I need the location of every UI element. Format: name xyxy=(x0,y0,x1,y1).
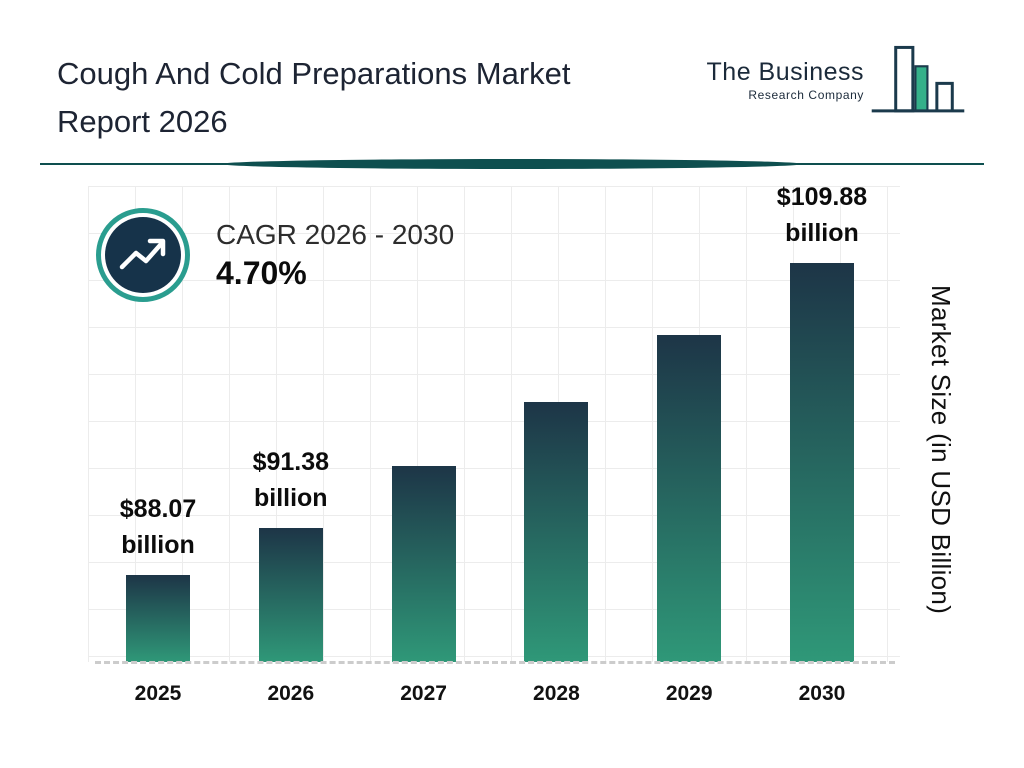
cagr-label: CAGR 2026 - 2030 xyxy=(216,218,455,250)
logo-bars-icon xyxy=(871,45,965,113)
bar-value-label-2026: $91.38 billion xyxy=(252,447,330,512)
bar-slot-2028 xyxy=(524,190,589,662)
x-axis-label-2027: 2027 xyxy=(400,682,447,705)
bar-slot-2030: $109.88 billion xyxy=(777,183,867,662)
page-title-line2: Report 2026 xyxy=(57,104,228,140)
x-axis-label-2030: 2030 xyxy=(798,682,846,705)
company-logo-name: The Business xyxy=(706,58,864,86)
x-axis-labels: 2025 2026 2027 2028 2029 2030 xyxy=(126,682,854,706)
cagr-text: CAGR 2026 - 2030 4.70% xyxy=(216,219,454,292)
x-axis-baseline xyxy=(95,661,895,664)
bar-2026 xyxy=(258,528,323,662)
x-axis-label-2028: 2028 xyxy=(533,682,580,705)
bar-2025 xyxy=(126,575,190,662)
bar-value-label-2030: $109.88 billion xyxy=(776,182,868,247)
bar-slot-2025: $88.07 billion xyxy=(120,190,196,662)
bar-value-label-2025: $88.07 billion xyxy=(119,494,197,559)
y-axis-label: Market Size (in USD Billion) xyxy=(926,285,956,615)
cagr-badge: CAGR 2026 - 2030 4.70% xyxy=(96,208,454,302)
bar-slot-2026: $91.38 billion xyxy=(253,190,329,662)
trend-up-icon xyxy=(105,217,181,293)
divider-lens xyxy=(222,159,802,169)
company-logo-text: The Business Research Company xyxy=(707,58,864,102)
page-title: Cough And Cold Preparations Market Repor… xyxy=(57,50,717,146)
company-logo: The Business Research Company xyxy=(707,40,966,120)
x-axis-label-2026: 2026 xyxy=(267,682,315,705)
cagr-circle xyxy=(96,208,190,302)
chart-plot-area: $88.07 billion $91.38 billion $109.88 billion xyxy=(120,183,867,662)
cagr-value: 4.70% xyxy=(216,254,307,291)
bar-2030 xyxy=(789,263,854,662)
bar-slot-2027 xyxy=(391,190,456,662)
page-title-line1: Cough And Cold Preparations Market xyxy=(57,56,571,91)
bar-2029 xyxy=(657,335,722,662)
company-logo-subtitle: Research Company xyxy=(748,88,864,102)
x-axis-label-2025: 2025 xyxy=(134,682,182,705)
header-divider xyxy=(40,158,984,170)
bar-slot-2029 xyxy=(657,190,722,662)
x-axis-label-2029: 2029 xyxy=(665,682,713,705)
bar-2028 xyxy=(524,402,589,662)
bar-2027 xyxy=(391,466,456,662)
chart-gridlines xyxy=(88,186,900,662)
